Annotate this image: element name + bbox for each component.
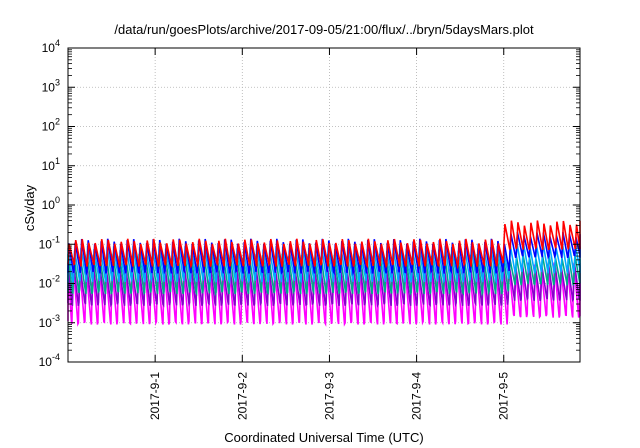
series-line xyxy=(67,220,581,270)
x-tick-label: 2017-9-3 xyxy=(322,372,336,420)
y-tick-labels: 10-4 10-3 10-2 10-1 100 101 102 103 104 xyxy=(39,38,60,369)
chart-title: /data/run/goesPlots/archive/2017-09-05/2… xyxy=(114,22,534,37)
y-axis-label: cSv/day xyxy=(22,184,37,231)
x-tick-labels: 2017-9-1 2017-9-2 2017-9-3 2017-9-4 2017-9-5 xyxy=(148,372,511,420)
x-tick-label: 2017-9-5 xyxy=(497,372,511,420)
y-tick-label: 103 xyxy=(42,77,60,94)
x-axis-label: Coordinated Universal Time (UTC) xyxy=(224,430,423,445)
y-tick-label: 10-3 xyxy=(39,313,60,330)
y-tick-label: 104 xyxy=(42,38,60,55)
x-tick-label: 2017-9-2 xyxy=(235,372,249,420)
y-tick-label: 102 xyxy=(42,117,60,134)
y-tick-label: 10-1 xyxy=(39,234,60,251)
y-tick-label: 10-4 xyxy=(39,352,60,369)
y-tick-label: 100 xyxy=(42,195,60,212)
x-tick-label: 2017-9-4 xyxy=(410,372,424,420)
y-tick-label: 101 xyxy=(42,156,60,173)
axis-ticks xyxy=(68,47,580,363)
x-tick-label: 2017-9-1 xyxy=(148,372,162,420)
series-layer xyxy=(67,220,581,327)
y-tick-label: 10-2 xyxy=(39,274,60,291)
